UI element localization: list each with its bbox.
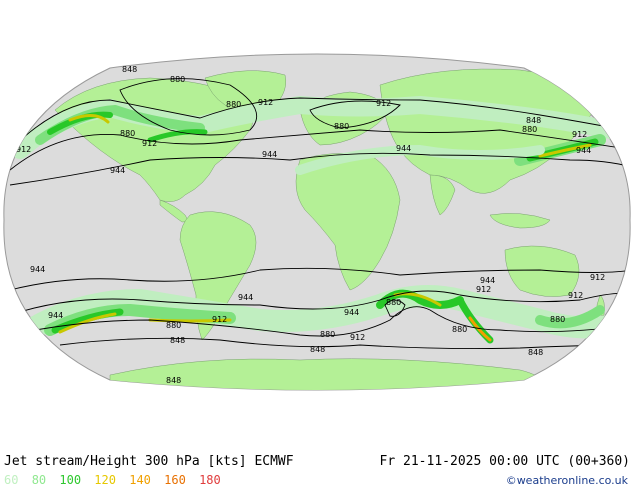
jet-stream-north bbox=[11, 95, 631, 175]
contour-label: 944 bbox=[30, 265, 45, 274]
antarctica bbox=[109, 358, 542, 390]
contour-label: 880 bbox=[166, 321, 181, 330]
legend-item-180: 180 bbox=[199, 473, 221, 487]
contour-label: 944 bbox=[480, 276, 495, 285]
contour-label: 944 bbox=[262, 150, 277, 159]
contour-label: 880 bbox=[550, 315, 565, 324]
contour-label: 848 bbox=[170, 336, 185, 345]
contour-label: 880 bbox=[522, 125, 537, 134]
credit-link[interactable]: ©weatheronline.co.uk bbox=[505, 474, 628, 487]
contour-label: 912 bbox=[350, 333, 365, 342]
contour-label: 944 bbox=[576, 146, 591, 155]
legend-item-140: 140 bbox=[129, 473, 151, 487]
contour-label: 880 bbox=[226, 100, 241, 109]
legend-item-120: 120 bbox=[94, 473, 116, 487]
contour-label: 848 bbox=[122, 65, 137, 74]
indonesia bbox=[489, 213, 551, 229]
contour-label: 944 bbox=[344, 308, 359, 317]
contour-label: 912 bbox=[590, 273, 605, 282]
contour-label: 880 bbox=[452, 325, 467, 334]
forecast-datetime: Fr 21-11-2025 00:00 UTC (00+360) bbox=[379, 454, 630, 469]
contour-label: 944 bbox=[48, 311, 63, 320]
contour-label: 880 bbox=[334, 122, 349, 131]
legend-item-60: 60 bbox=[4, 473, 19, 487]
contour-label: 848 bbox=[528, 348, 543, 357]
australia bbox=[504, 245, 580, 297]
contour-label: 912 bbox=[568, 291, 583, 300]
contour-label: 912 bbox=[258, 98, 273, 107]
contour-label: 880 bbox=[170, 75, 185, 84]
jet-stream-map: 848 880 880 912 912 880 848 880 912 912 … bbox=[3, 53, 631, 391]
contour-label: 880 bbox=[320, 330, 335, 339]
speed-legend: 60 80 100 120 140 160 180 bbox=[4, 473, 227, 487]
contour-label: 848 bbox=[310, 345, 325, 354]
contour-label: 912 bbox=[16, 145, 31, 154]
legend-item-160: 160 bbox=[164, 473, 186, 487]
contour-label: 880 bbox=[120, 129, 135, 138]
map-title: Jet stream/Height 300 hPa [kts] ECMWF bbox=[4, 454, 294, 469]
contour-label: 912 bbox=[376, 99, 391, 108]
india bbox=[429, 174, 456, 216]
legend-item-100: 100 bbox=[59, 473, 82, 487]
contour-label: 912 bbox=[142, 139, 157, 148]
contour-labels: 848 880 880 912 912 880 848 880 912 912 … bbox=[16, 65, 605, 385]
contour-label: 848 bbox=[166, 376, 181, 385]
height-contours bbox=[9, 78, 631, 350]
contour-label: 848 bbox=[526, 116, 541, 125]
contour-label: 912 bbox=[476, 285, 491, 294]
contour-label: 944 bbox=[238, 293, 253, 302]
contour-label: 912 bbox=[572, 130, 587, 139]
contour-label: 944 bbox=[396, 144, 411, 153]
legend-item-80: 80 bbox=[31, 473, 47, 487]
contour-label: 912 bbox=[212, 315, 227, 324]
map-footer: Jet stream/Height 300 hPa [kts] ECMWF Fr… bbox=[0, 440, 634, 490]
contour-label: 880 bbox=[386, 298, 401, 307]
contour-label: 944 bbox=[110, 166, 125, 175]
